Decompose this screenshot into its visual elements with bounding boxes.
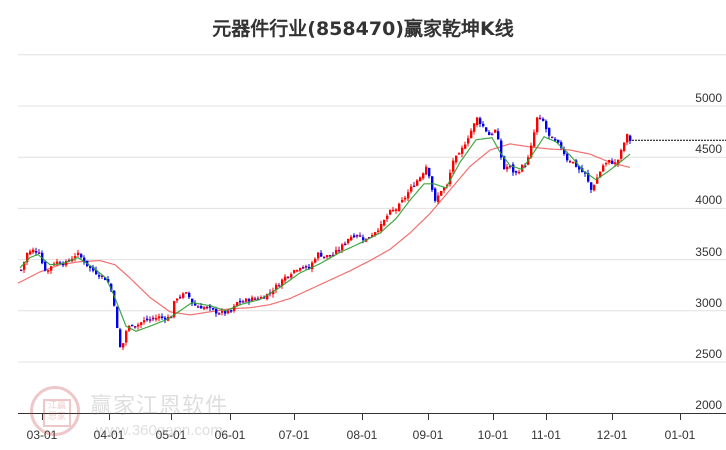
x-tick-label: 04-01 <box>93 428 125 442</box>
x-tick-label: 10-01 <box>477 428 509 442</box>
y-tick-label: 5000 <box>695 91 722 105</box>
x-tick-label: 05-01 <box>155 428 187 442</box>
y-tick-label: 4000 <box>695 193 722 208</box>
ma-long-line <box>17 143 631 316</box>
ma-short-line <box>19 135 631 332</box>
y-tick-label: 4500 <box>695 142 722 157</box>
y-tick-label: 3500 <box>695 244 722 259</box>
candles <box>20 114 632 351</box>
y-tick-label: 2000 <box>695 398 722 413</box>
y-tick-label: 2500 <box>695 347 722 361</box>
grid-lines <box>18 54 726 363</box>
chart-title: 元器件行业(858470)赢家乾坤K线 <box>212 18 514 40</box>
x-tick-label: 09-01 <box>412 428 444 442</box>
x-tick-label: 07-01 <box>278 428 310 442</box>
x-tick-label: 11-01 <box>531 428 561 442</box>
x-axis <box>18 413 726 420</box>
y-tick-label: 3000 <box>695 295 722 310</box>
x-tick-label: 06-01 <box>214 428 246 442</box>
x-tick-label: 08-01 <box>346 428 378 442</box>
x-tick-label: 12-01 <box>596 428 628 442</box>
x-tick-label: 03-01 <box>26 428 58 442</box>
x-tick-label: 01-01 <box>664 428 696 442</box>
